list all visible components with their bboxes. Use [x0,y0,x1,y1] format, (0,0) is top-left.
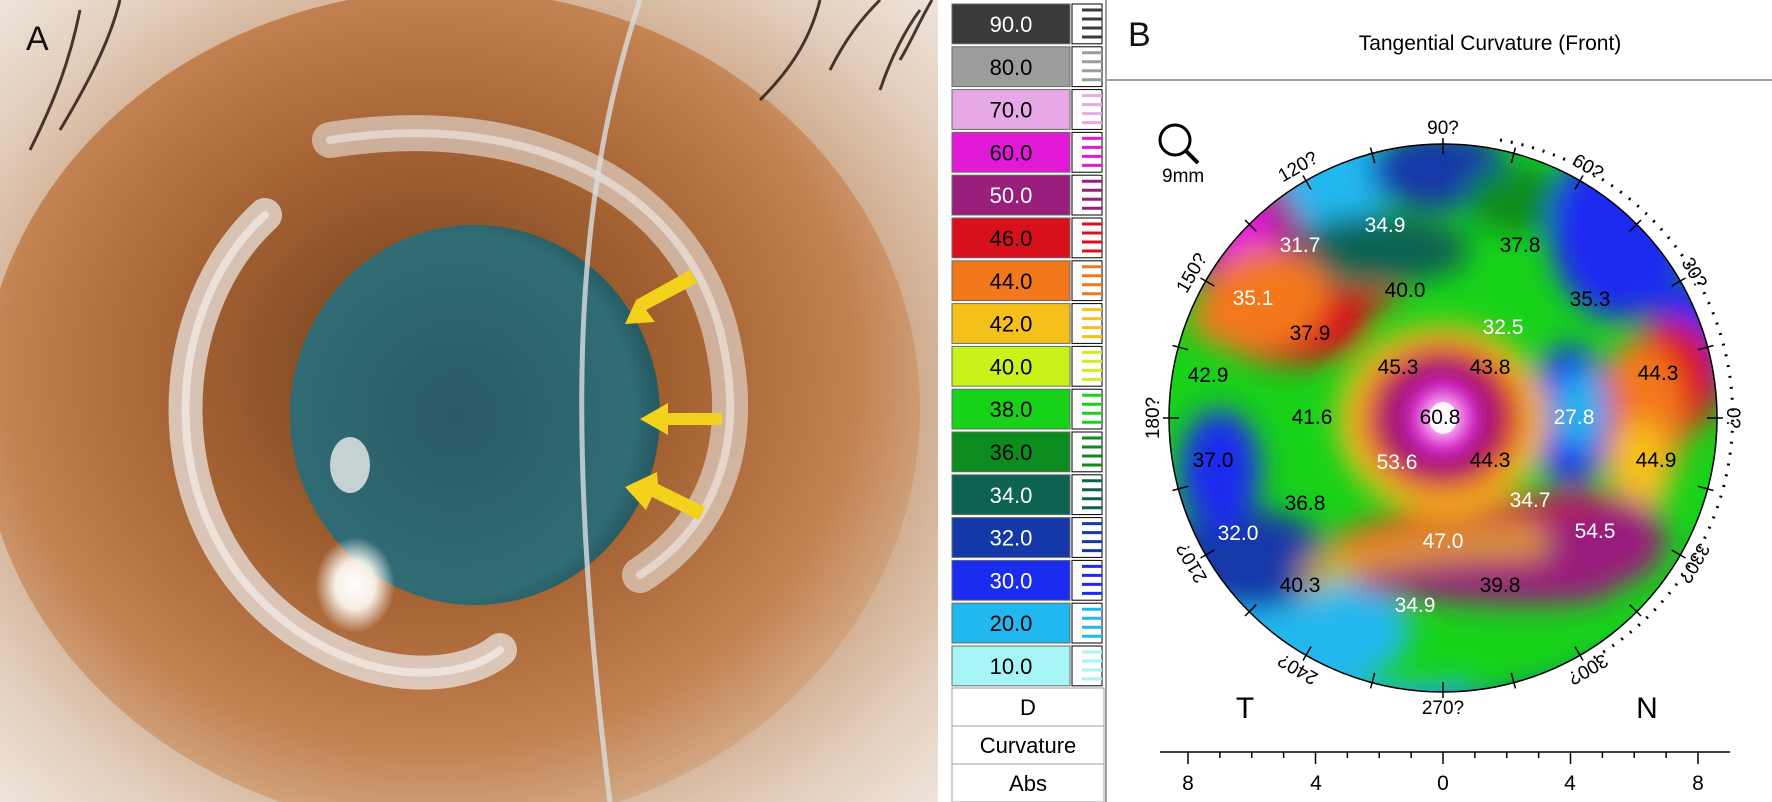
scale-swatch [951,388,1071,430]
map-value: 53.6 [1377,451,1418,474]
angle-label: 0? [1722,407,1743,428]
x-tick-label: 4 [1564,772,1576,795]
map-value: 27.8 [1554,406,1595,429]
x-axis: 8 4 0 4 8 [1160,751,1730,795]
map-value: 43.8 [1470,356,1511,379]
reflection-small [330,437,370,493]
orientation-n: N [1636,692,1658,725]
map-value: 35.3 [1570,288,1611,311]
scale-unit: D [1020,695,1036,720]
scale-swatch [951,303,1071,344]
arrow-middle [640,403,722,435]
map-value: 37.9 [1290,322,1331,345]
map-value: 45.3 [1378,356,1419,379]
scale-value: 70.0 [990,98,1033,123]
panel-letter-b: B [1128,16,1151,54]
scale-value: 42.0 [990,312,1033,337]
scale-swatch [951,345,1071,387]
arrow-lower [625,472,705,520]
scale-footer: D Curvature Abs [951,687,1105,802]
x-tick-label: 0 [1437,772,1449,795]
map-value: 32.5 [1483,316,1524,339]
arrows [625,270,722,520]
scale-value: 34.0 [990,483,1033,508]
scale-type: Abs [1009,771,1047,796]
scale-value: 30.0 [990,568,1033,593]
scale-swatch [951,89,1071,130]
map-value: 60.8 [1420,406,1461,429]
map-value: 44.3 [1470,449,1511,472]
incision-line [579,0,643,802]
scale-swatch [951,645,1071,687]
pupil [290,225,660,605]
scale-value: 10.0 [990,654,1033,679]
scale-value: 44.0 [990,269,1033,294]
map-value: 44.9 [1636,449,1677,472]
map-value: 31.7 [1280,234,1321,257]
scale-swatch [951,46,1071,88]
x-tick-label: 4 [1310,772,1322,795]
angle-label: 270? [1422,698,1464,719]
x-tick-label: 8 [1692,772,1704,795]
map-value: 35.1 [1233,287,1274,310]
map-value: 34.9 [1395,594,1436,617]
color-scale: 90.0 80.0 70.0 60.0 50.0 46.0 44.0 42.0 40.0 38.0… [951,3,1103,687]
map-value: 42.9 [1188,364,1229,387]
scale-swatch [951,602,1071,644]
scale-swatch [951,3,1071,45]
scale-value: 46.0 [990,226,1033,251]
scale-swatch [951,517,1071,558]
map-value: 41.6 [1292,406,1333,429]
angle-label: 90? [1427,118,1459,139]
arrow-upper [625,270,697,324]
reflection-glare [315,537,395,633]
scale-swatch [951,174,1071,216]
map-value: 36.8 [1285,492,1326,515]
map-value: 39.8 [1480,574,1521,597]
zoom-label: 9mm [1162,166,1204,187]
scale-value: 32.0 [990,526,1033,551]
scale-value: 36.0 [990,440,1033,465]
map-value: 32.0 [1218,522,1259,545]
scale-swatch [951,559,1071,601]
x-tick-label: 8 [1182,772,1194,795]
map-value: 54.5 [1575,520,1616,543]
scale-swatch [951,217,1071,259]
eye-photo [0,0,938,802]
scale-swatch [951,431,1071,473]
map-value: 40.3 [1280,574,1321,597]
angle-label: 180? [1143,397,1164,439]
eyelashes [28,0,934,151]
map-value: 47.0 [1423,530,1464,553]
orientation-t: T [1236,692,1254,725]
scale-value: 40.0 [990,354,1033,379]
scale-value: 38.0 [990,397,1033,422]
map-value: 44.3 [1638,362,1679,385]
topography-panel: Tangential Curvature (Front) B 90.0 80.0 7… [944,0,1772,802]
panel-letter-a: A [26,20,49,58]
map-title: Tangential Curvature (Front) [1359,32,1622,55]
scale-swatch [951,131,1071,173]
map-value: 34.9 [1365,214,1406,237]
scale-swatch [951,474,1071,516]
map-value: 40.0 [1385,279,1426,302]
scale-value: 60.0 [990,140,1033,165]
scale-value: 20.0 [990,611,1033,636]
scale-value: 80.0 [990,55,1033,80]
scale-swatch [951,260,1071,302]
map-value: 37.0 [1193,449,1234,472]
angle-ticks [1163,138,1723,698]
map-values: 34.9 31.7 37.8 35.1 40.0 35.3 37.9 32.5 42.9 45.3… [1188,214,1679,617]
map-value: 34.7 [1510,489,1551,512]
magnifier-icon [1158,123,1200,165]
scale-value: 90.0 [990,12,1033,37]
scale-value: 50.0 [990,183,1033,208]
scale-mode: Curvature [980,733,1077,758]
title-bar [1106,0,1772,80]
map-value: 37.8 [1500,234,1541,257]
